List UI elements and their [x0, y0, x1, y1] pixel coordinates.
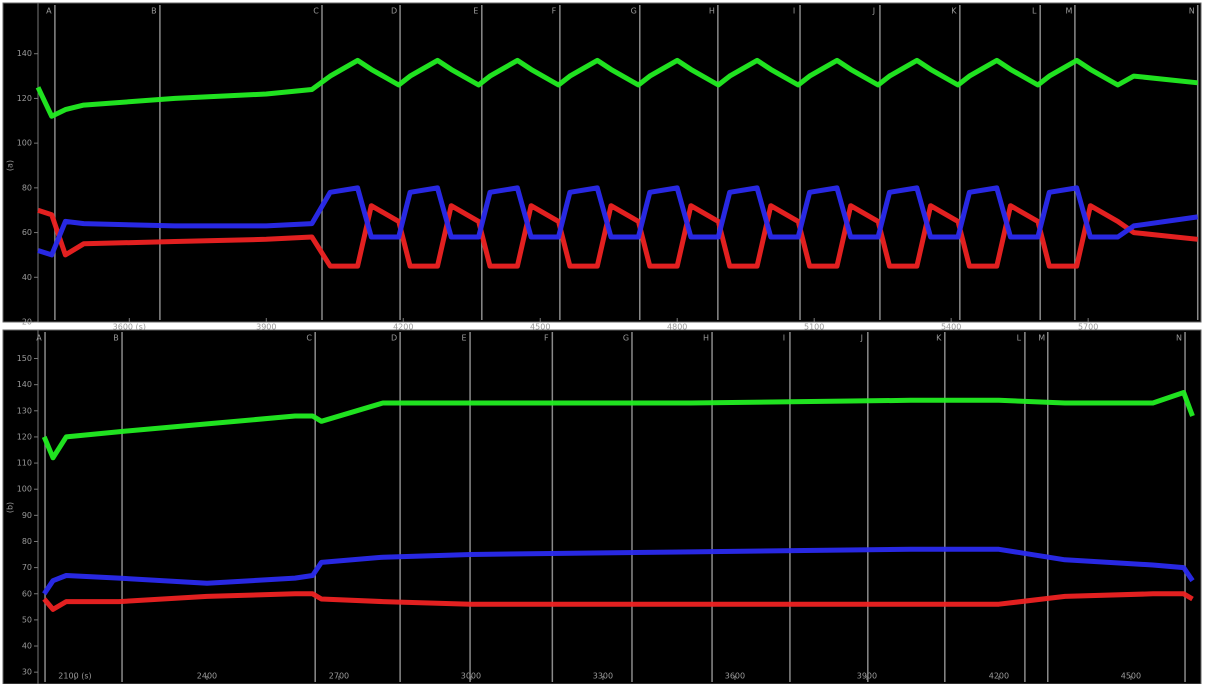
y-tick-label: 40 [22, 273, 32, 282]
x-tick-label: 4200 [989, 672, 1009, 681]
x-tick-label: 4500 [530, 323, 550, 332]
y-tick-label: 80 [22, 537, 32, 546]
y-axis-label: (a) [6, 160, 15, 171]
event-label: C [306, 334, 312, 343]
x-tick-label: 2400 [197, 672, 217, 681]
y-tick-label: 60 [22, 228, 32, 237]
x-tick-label: 3600 [725, 672, 745, 681]
y-tick-label: 70 [22, 563, 32, 572]
event-label: G [631, 7, 637, 16]
x-tick-label: 3900 [256, 323, 276, 332]
event-label: A [46, 7, 52, 16]
y-tick-label: 150 [17, 354, 32, 363]
y-axis-label: (b) [6, 502, 15, 513]
event-label: B [113, 334, 119, 343]
event-label: L [1017, 334, 1022, 343]
event-label: G [623, 334, 629, 343]
signal-trace [37, 185, 1199, 258]
y-tick-label: 100 [17, 139, 32, 148]
y-tick-label: 120 [17, 432, 32, 441]
y-tick-label: 90 [22, 511, 32, 520]
event-label: D [391, 334, 397, 343]
y-tick-label: 30 [22, 668, 32, 677]
event-label: N [1176, 334, 1182, 343]
event-label: C [313, 7, 319, 16]
event-label: M [1065, 7, 1072, 16]
y-tick-label: 140 [17, 49, 32, 58]
event-label: B [151, 7, 157, 16]
event-label: L [1032, 7, 1037, 16]
x-tick-label: 3600 (s) [113, 323, 146, 332]
x-tick-label: 5400 [941, 323, 961, 332]
event-label: H [703, 334, 709, 343]
x-tick-label: 3000 [461, 672, 481, 681]
y-tick-label: 20 [22, 318, 32, 327]
y-tick-label: 60 [22, 589, 32, 598]
x-tick-label: 5100 [804, 323, 824, 332]
event-label: J [872, 7, 875, 16]
event-label: I [783, 334, 785, 343]
x-tick-label: 4200 [393, 323, 413, 332]
x-tick-label: 3900 [857, 672, 877, 681]
y-tick-label: 100 [17, 485, 32, 494]
signal-trace [37, 203, 1198, 269]
x-tick-label: 3300 [593, 672, 613, 681]
x-tick-label: 4500 [1121, 672, 1141, 681]
event-label: E [473, 7, 478, 16]
event-label: K [951, 7, 957, 16]
y-tick-label: 80 [22, 183, 32, 192]
x-tick-label: 4800 [667, 323, 687, 332]
y-tick-label: 110 [17, 459, 32, 468]
event-label: H [709, 7, 715, 16]
event-label: A [36, 334, 42, 343]
y-tick-label: 140 [17, 380, 32, 389]
x-tick-label: 2700 [329, 672, 349, 681]
event-label: D [391, 7, 397, 16]
event-label: K [936, 334, 942, 343]
panel [2, 329, 1202, 684]
signal-trace [35, 57, 1198, 119]
panel [2, 2, 1202, 323]
event-label: N [1189, 7, 1195, 16]
y-tick-label: 40 [22, 642, 32, 651]
event-label: M [1038, 334, 1045, 343]
y-tick-label: 120 [17, 94, 32, 103]
y-tick-label: 130 [17, 406, 32, 415]
event-label: I [793, 7, 795, 16]
event-label: E [462, 334, 467, 343]
x-tick-label: 5700 [1078, 323, 1098, 332]
signal-trace [41, 390, 1195, 461]
event-label: F [552, 7, 557, 16]
x-tick-label: 2100 (s) [58, 672, 91, 681]
y-tick-label: 50 [22, 615, 32, 624]
event-label: J [860, 334, 863, 343]
event-label: F [544, 334, 549, 343]
signal-trace [42, 546, 1195, 596]
signal-trace [42, 591, 1194, 612]
